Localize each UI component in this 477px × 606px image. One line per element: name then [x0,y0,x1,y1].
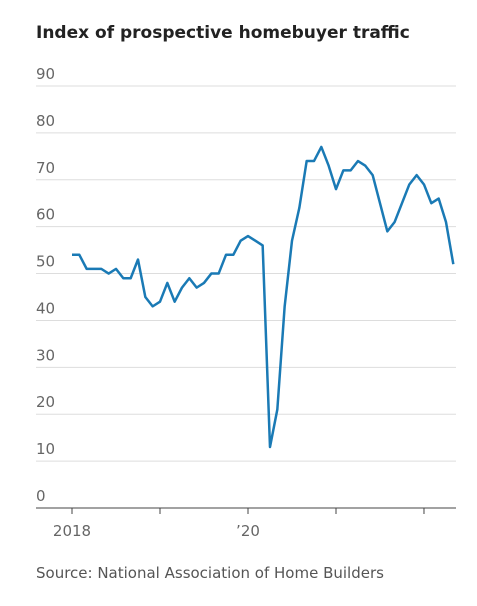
y-tick-label: 50 [36,253,55,271]
y-tick-label: 80 [36,112,55,130]
x-tick-label: ’20 [236,522,260,540]
chart-title: Index of prospective homebuyer traffic [36,23,410,43]
y-tick-label: 0 [36,487,46,505]
y-tick-label: 30 [36,346,55,364]
y-tick-label: 20 [36,393,55,411]
y-tick-label: 40 [36,299,55,317]
y-tick-label: 60 [36,206,55,224]
y-tick-label: 10 [36,440,55,458]
source: Source: National Association of Home Bui… [36,564,384,582]
y-tick-label: 90 [36,65,55,83]
y-tick-label: 70 [36,159,55,177]
line [72,145,455,449]
x-tick-label: 2018 [53,522,91,540]
